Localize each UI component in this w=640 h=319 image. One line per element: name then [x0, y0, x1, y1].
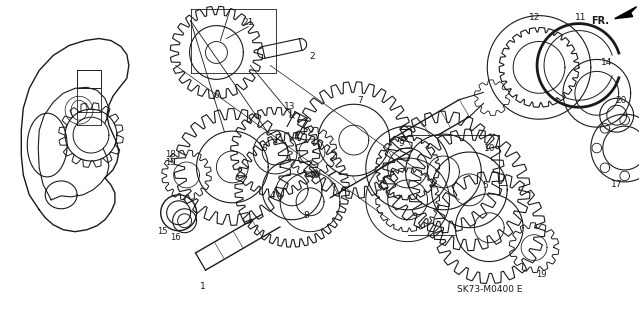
Text: 13: 13	[284, 102, 296, 111]
Text: 19: 19	[308, 171, 319, 181]
Text: 20: 20	[615, 96, 627, 105]
Polygon shape	[174, 162, 199, 188]
Text: 3: 3	[261, 144, 267, 152]
Text: 11: 11	[575, 13, 587, 22]
Text: 7: 7	[357, 96, 363, 105]
Polygon shape	[254, 152, 330, 228]
Text: 8: 8	[303, 211, 309, 220]
Text: 2: 2	[309, 52, 315, 61]
Polygon shape	[614, 7, 637, 19]
Text: 16: 16	[170, 233, 181, 242]
Polygon shape	[406, 135, 481, 209]
Polygon shape	[190, 26, 243, 79]
Text: 6: 6	[214, 91, 220, 100]
Text: SK73-M0400 E: SK73-M0400 E	[456, 285, 522, 294]
Text: 21: 21	[243, 18, 254, 27]
Polygon shape	[456, 195, 522, 261]
Polygon shape	[74, 118, 108, 152]
Polygon shape	[432, 153, 506, 227]
Polygon shape	[483, 89, 501, 107]
Text: 1: 1	[200, 282, 205, 291]
Polygon shape	[319, 105, 389, 175]
Text: 12: 12	[529, 13, 541, 22]
Text: 19: 19	[165, 159, 176, 167]
Text: 5: 5	[483, 182, 488, 190]
Text: 18: 18	[165, 150, 176, 159]
Text: FR.: FR.	[591, 16, 609, 26]
Text: 9: 9	[399, 138, 404, 148]
Polygon shape	[300, 139, 324, 165]
Text: 17: 17	[611, 180, 623, 189]
Polygon shape	[522, 235, 547, 260]
Text: 4: 4	[269, 191, 275, 200]
Text: 14: 14	[601, 58, 612, 67]
Text: 10: 10	[483, 144, 495, 152]
Text: 19: 19	[536, 270, 547, 279]
Polygon shape	[248, 125, 302, 179]
Polygon shape	[197, 132, 268, 202]
Text: 15: 15	[157, 227, 168, 236]
